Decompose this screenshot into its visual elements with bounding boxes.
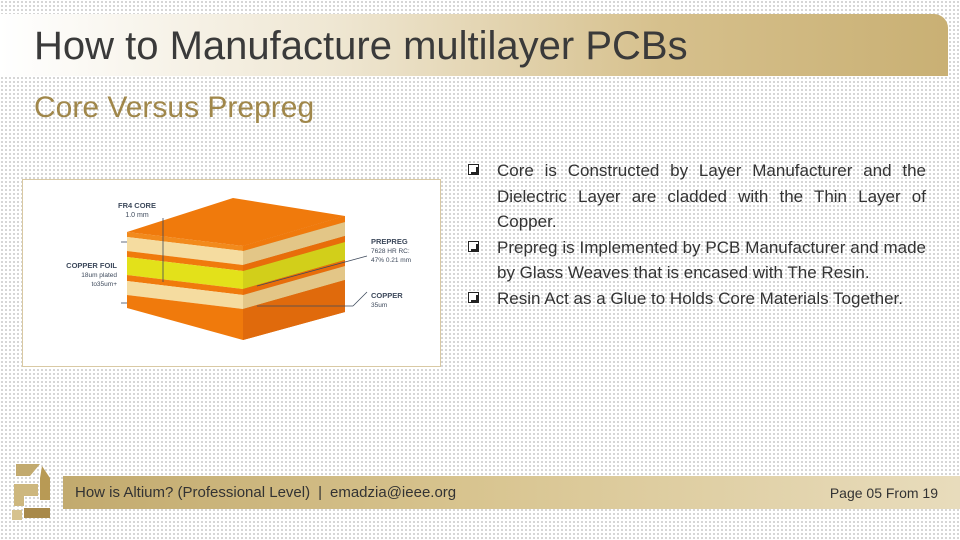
front-copper-bottom (127, 295, 243, 340)
fr4-core-label: FR4 CORE (118, 201, 156, 210)
copper-label: COPPER (371, 291, 403, 300)
copper-leader-bend (352, 291, 368, 307)
copper-thickness: 35um (371, 302, 387, 309)
footer-bar: How is Altium? (Professional Level) | emad… (63, 476, 960, 509)
prepreg-leader (256, 255, 368, 287)
page-number: Page 05 From 19 (829, 485, 938, 501)
side-copper-4 (243, 280, 345, 340)
checkbox-bullet-icon (468, 240, 479, 252)
front-copper-2 (127, 251, 243, 271)
side-copper-2 (243, 236, 345, 271)
bullet-text: Prepreg is Implemented by PCB Manufactur… (497, 237, 926, 283)
bullet-item: Resin Act as a Glue to Holds Core Materi… (468, 286, 926, 312)
fr4-core-thickness: 1.0 mm (125, 212, 149, 219)
bullet-item: Core is Constructed by Layer Manufacture… (468, 158, 926, 235)
front-copper-3 (127, 275, 243, 295)
slide-subtitle: Core Versus Prepreg (34, 91, 315, 124)
footer-separator: | (318, 484, 322, 501)
side-prepreg-1 (243, 222, 345, 265)
bullet-text: Core is Constructed by Layer Manufacture… (497, 161, 926, 232)
prepreg-label: PREPREG (371, 237, 408, 246)
front-prepreg-1 (127, 237, 243, 265)
side-core (243, 242, 345, 289)
front-copper-top (127, 232, 243, 251)
side-prepreg-2 (243, 266, 345, 309)
stack-top-face (127, 198, 345, 246)
bullet-text: Resin Act as a Glue to Holds Core Materi… (497, 288, 903, 308)
footer-course: How is Altium? (Professional Level) (75, 484, 311, 501)
front-core (127, 257, 243, 289)
front-prepreg-2 (127, 281, 243, 309)
title-bar (0, 14, 948, 76)
copper-foil-spec-2: to35um+ (92, 281, 118, 288)
footer-left: How is Altium? (Professional Level) | emad… (75, 484, 456, 501)
checkbox-bullet-icon (468, 164, 479, 175)
pcb-stackup-diagram: FR4 CORE 1.0 mm COPPER FOIL 18um plated … (66, 198, 411, 340)
prepreg-spec-1: 7628 HR RC: (371, 248, 410, 255)
altium-logo-icon (10, 460, 52, 527)
copper-foil-label: COPPER FOIL (66, 261, 117, 270)
pcb-stackup-figure: FR4 CORE 1.0 mm COPPER FOIL 18um plated … (22, 179, 441, 367)
checkbox-bullet-icon (468, 291, 479, 303)
prepreg-spec-2: 47% 0.21 mm (371, 257, 411, 264)
bullet-item: Prepreg is Implemented by PCB Manufactur… (468, 235, 926, 286)
slide-title: How to Manufacture multilayer PCBs (34, 24, 688, 68)
footer-email[interactable]: emadzia@ieee.org (330, 484, 457, 501)
copper-foil-spec-1: 18um plated (81, 272, 117, 279)
side-copper-1 (243, 216, 345, 251)
bullet-list: Core is Constructed by Layer Manufacture… (468, 158, 926, 312)
